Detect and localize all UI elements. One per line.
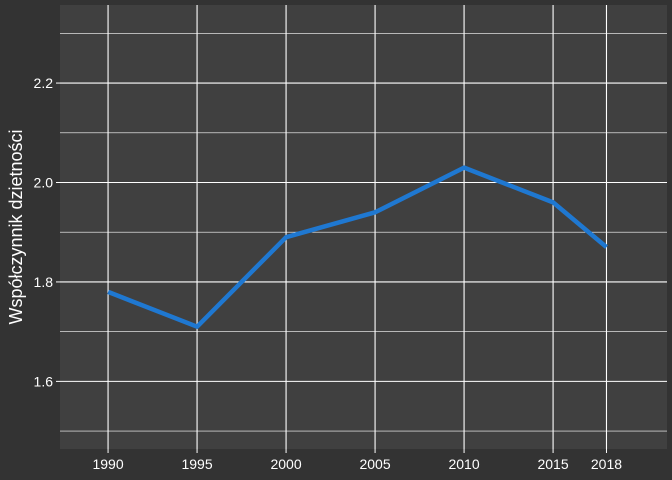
x-tick-label: 2005 (359, 456, 390, 472)
series-line (107, 165, 608, 329)
y-axis: 1.6 1.8 2.0 2.2 (34, 75, 60, 389)
y-tick-label: 2.2 (34, 75, 54, 91)
x-axis: 1990 1995 2000 2005 2010 2015 2018 (92, 449, 622, 472)
y-tick-label: 1.8 (34, 274, 54, 290)
y-tick-label: 2.0 (34, 175, 54, 191)
y-axis-title: Współczynnik dzietności (6, 129, 26, 324)
gridlines (60, 5, 667, 449)
x-tick-label: 2015 (537, 456, 568, 472)
x-tick-label: 1990 (92, 456, 123, 472)
plot-panel (60, 5, 667, 449)
x-tick-label: 2000 (270, 456, 301, 472)
y-tick-label: 1.6 (34, 373, 54, 389)
x-tick-label: 2010 (448, 456, 479, 472)
data-series (107, 165, 608, 329)
x-tick-label: 1995 (181, 456, 212, 472)
x-tick-label: 2018 (591, 456, 622, 472)
